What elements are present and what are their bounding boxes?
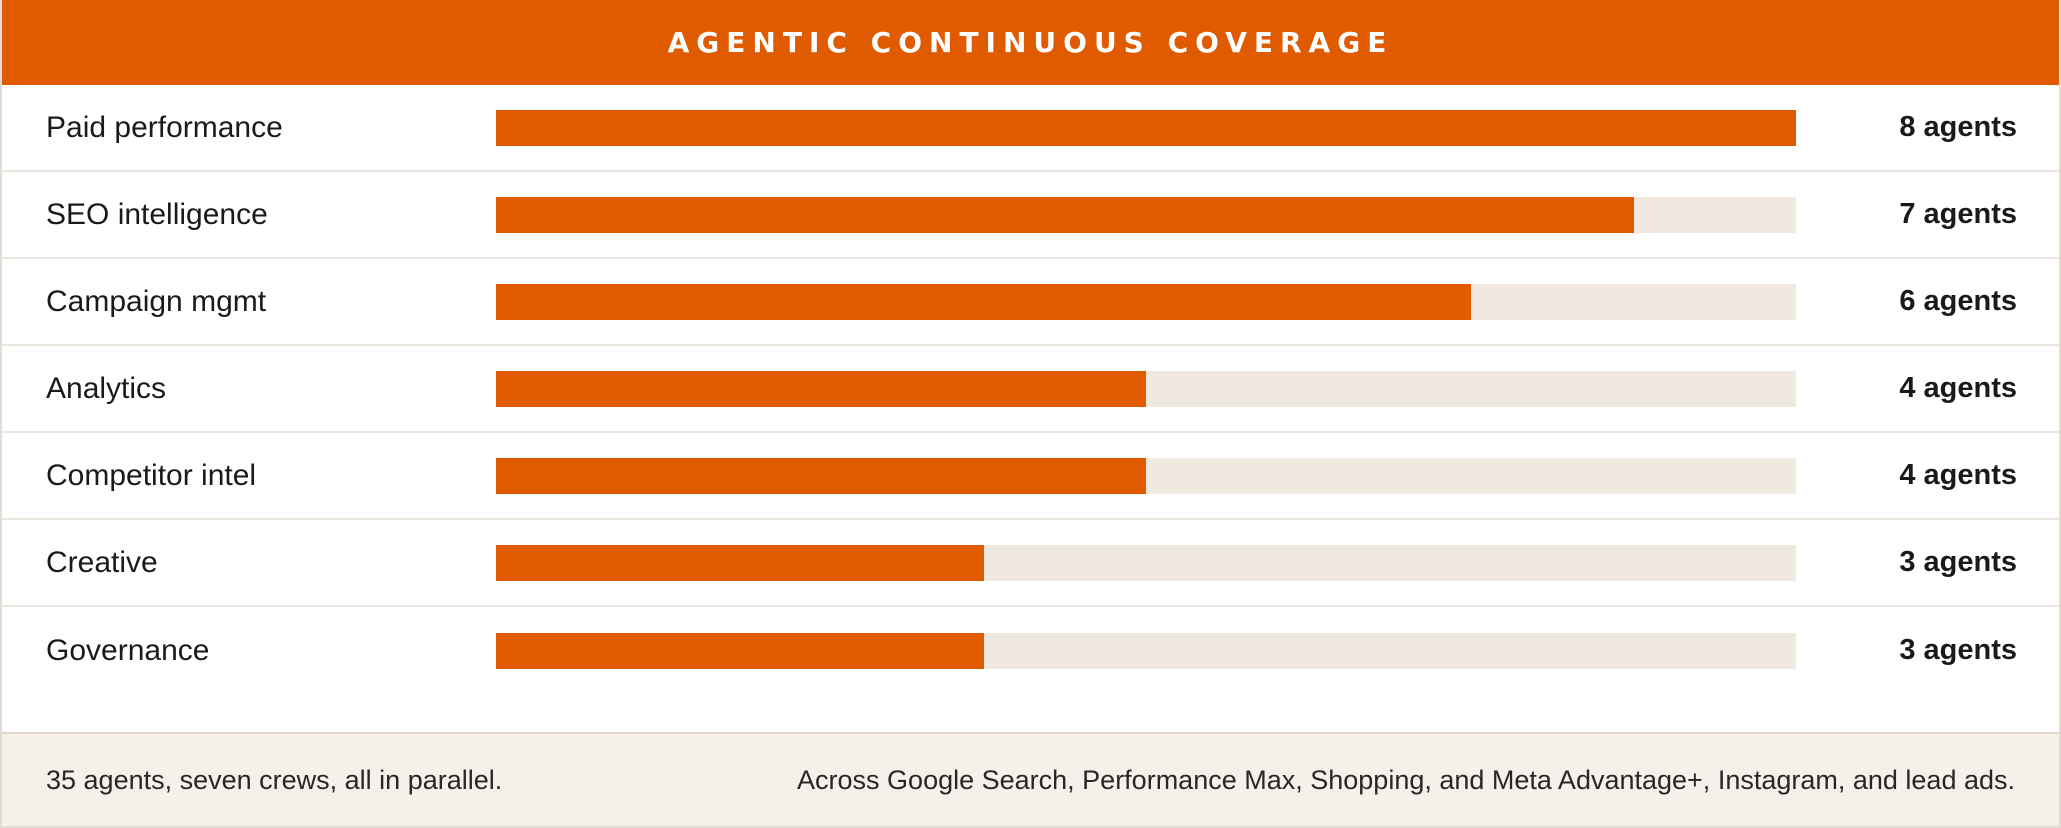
bar-rows: Paid performance 8 agents SEO intelligence… — [2, 85, 2059, 694]
bar-row: Competitor intel 4 agents — [2, 433, 2059, 520]
bar-category-label: Governance — [46, 633, 210, 667]
bar-category-label: Competitor intel — [46, 458, 257, 492]
bar-value-label: 3 agents — [1899, 634, 2017, 666]
bar-fill — [496, 457, 1146, 494]
chart-footer: 35 agents, seven crews, all in parallel.… — [2, 732, 2059, 826]
bar-row: SEO intelligence 7 agents — [2, 172, 2059, 259]
bar-fill — [496, 370, 1146, 407]
bar-row: Creative 3 agents — [2, 520, 2059, 607]
bar-row: Governance 3 agents — [2, 607, 2059, 694]
bar-fill — [496, 109, 1796, 146]
bar-track — [496, 544, 1796, 581]
bar-fill — [496, 283, 1471, 320]
bar-category-label: Creative — [46, 545, 158, 579]
bar-row: Campaign mgmt 6 agents — [2, 259, 2059, 346]
bar-category-label: SEO intelligence — [46, 197, 268, 231]
bar-category-label: Paid performance — [46, 110, 283, 144]
bar-value-label: 7 agents — [1899, 198, 2017, 230]
bar-track — [496, 632, 1796, 669]
bar-track — [496, 283, 1796, 320]
bar-track — [496, 370, 1796, 407]
chart-header: AGENTIC CONTINUOUS COVERAGE — [2, 0, 2059, 85]
bar-fill — [496, 632, 984, 669]
bar-row: Paid performance 8 agents — [2, 85, 2059, 172]
bar-track — [496, 457, 1796, 494]
bar-category-label: Campaign mgmt — [46, 284, 267, 318]
bar-value-label: 3 agents — [1899, 546, 2017, 578]
bar-track — [496, 196, 1796, 233]
bar-fill — [496, 196, 1634, 233]
bar-fill — [496, 544, 984, 581]
bar-row: Analytics 4 agents — [2, 346, 2059, 433]
bar-category-label: Analytics — [46, 371, 167, 405]
footer-platforms: Across Google Search, Performance Max, S… — [797, 764, 2015, 795]
bar-value-label: 8 agents — [1899, 111, 2017, 143]
bar-track — [496, 109, 1796, 146]
bar-value-label: 6 agents — [1899, 285, 2017, 317]
footer-summary: 35 agents, seven crews, all in parallel. — [46, 764, 503, 795]
chart-title: AGENTIC CONTINUOUS COVERAGE — [667, 26, 1394, 59]
bar-value-label: 4 agents — [1899, 372, 2017, 404]
bar-value-label: 4 agents — [1899, 459, 2017, 491]
